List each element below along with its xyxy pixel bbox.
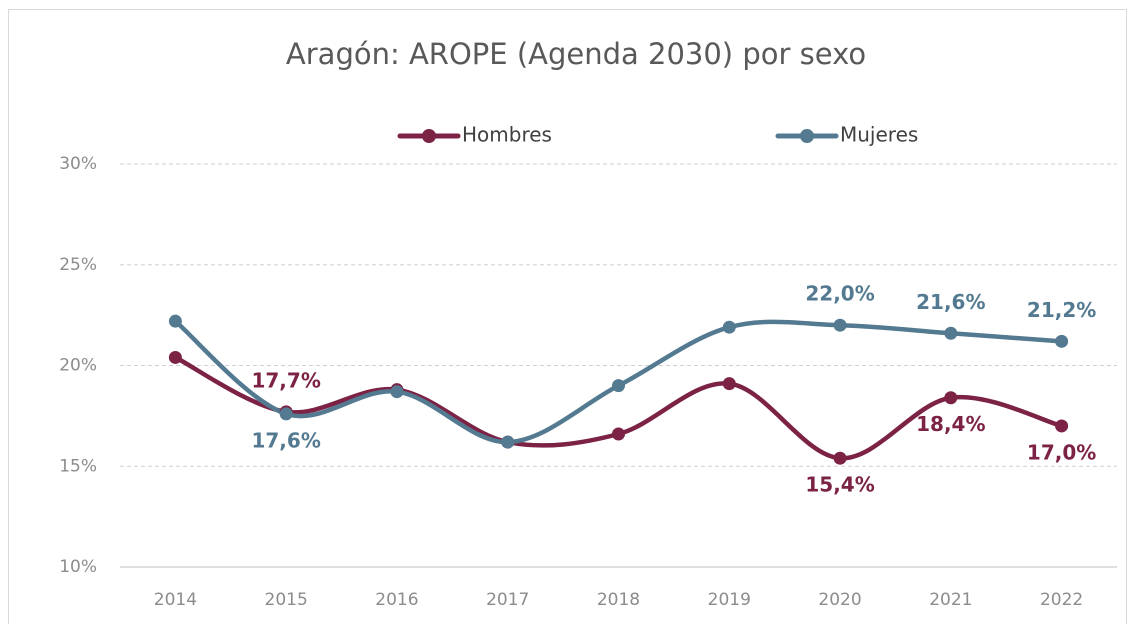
x-tick-label: 2022 bbox=[1040, 590, 1083, 610]
chart-title: Aragón: AROPE (Agenda 2030) por sexo bbox=[286, 37, 866, 71]
data-point bbox=[168, 314, 182, 328]
y-tick-label: 15% bbox=[59, 456, 97, 476]
data-point bbox=[944, 391, 958, 405]
data-point bbox=[279, 407, 293, 421]
legend-label: Mujeres bbox=[840, 123, 918, 147]
x-tick-label: 2017 bbox=[486, 590, 529, 610]
data-label: 17,6% bbox=[251, 428, 320, 452]
data-point bbox=[1055, 419, 1069, 433]
data-point bbox=[501, 435, 515, 449]
y-tick-label: 10% bbox=[59, 557, 97, 577]
data-point bbox=[1055, 334, 1069, 348]
data-point bbox=[833, 451, 847, 465]
data-point bbox=[612, 427, 625, 441]
data-label: 21,2% bbox=[1027, 298, 1096, 322]
data-label: 17,0% bbox=[1027, 440, 1096, 464]
chart-border bbox=[8, 9, 1127, 624]
data-point bbox=[722, 320, 736, 334]
data-point bbox=[390, 385, 404, 399]
x-tick-label: 2019 bbox=[708, 590, 751, 610]
x-tick-label: 2015 bbox=[265, 590, 308, 610]
data-point bbox=[612, 379, 625, 393]
x-tick-label: 2016 bbox=[375, 590, 418, 610]
legend-marker bbox=[422, 129, 436, 143]
x-tick-label: 2014 bbox=[154, 590, 197, 610]
x-tick-label: 2018 bbox=[597, 590, 640, 610]
data-label: 22,0% bbox=[805, 282, 874, 306]
x-tick-label: 2020 bbox=[818, 590, 861, 610]
data-label: 18,4% bbox=[916, 412, 985, 436]
data-point bbox=[168, 350, 182, 364]
data-point bbox=[722, 377, 736, 391]
data-point bbox=[944, 326, 958, 340]
data-label: 17,7% bbox=[251, 368, 320, 392]
y-tick-label: 30% bbox=[59, 154, 97, 174]
data-label: 15,4% bbox=[805, 473, 874, 497]
data-point bbox=[833, 318, 847, 332]
x-tick-label: 2021 bbox=[929, 590, 972, 610]
series-line bbox=[173, 319, 1062, 445]
y-tick-label: 25% bbox=[59, 255, 97, 275]
data-label: 21,6% bbox=[916, 290, 985, 314]
y-tick-label: 20% bbox=[59, 356, 97, 376]
legend-marker bbox=[800, 129, 814, 143]
legend-label: Hombres bbox=[462, 123, 552, 147]
